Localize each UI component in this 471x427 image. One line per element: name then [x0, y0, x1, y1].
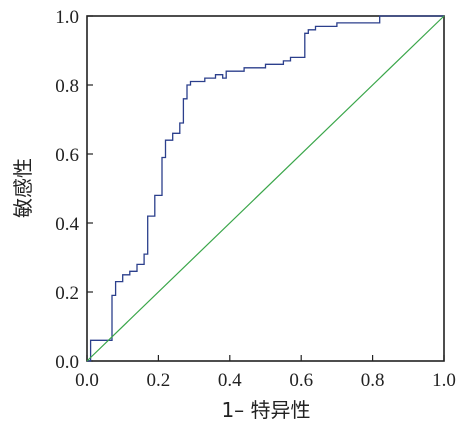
y-axis-title: 敏感性 — [11, 158, 35, 218]
roc-curve-line — [87, 15, 444, 362]
y-tick-label: 0.0 — [55, 352, 79, 373]
x-tick-label: 1.0 — [432, 370, 456, 391]
tick-labels: 0.0 0.2 0.4 0.6 0.8 1.0 0.0 0.2 0.4 0.6 0.8 1.0 — [55, 7, 456, 391]
x-axis-title: 1– 特异性 — [221, 398, 310, 422]
y-tick-label: 0.2 — [55, 283, 79, 304]
x-tick-label: 0.6 — [289, 370, 313, 391]
x-tick-label: 0.0 — [75, 370, 99, 391]
x-tick-label: 0.4 — [218, 370, 242, 391]
x-tick-label: 0.8 — [361, 370, 385, 391]
y-tick-label: 0.6 — [55, 145, 79, 166]
y-tick-label: 0.8 — [55, 76, 79, 97]
x-tick-label: 0.2 — [147, 370, 171, 391]
y-tick-label: 0.4 — [55, 214, 79, 235]
reference-diagonal-line — [86, 15, 445, 362]
y-tick-label: 1.0 — [55, 7, 79, 28]
plot-frame — [86, 15, 445, 362]
series-layer — [86, 15, 445, 362]
axis-ticks — [86, 15, 445, 362]
